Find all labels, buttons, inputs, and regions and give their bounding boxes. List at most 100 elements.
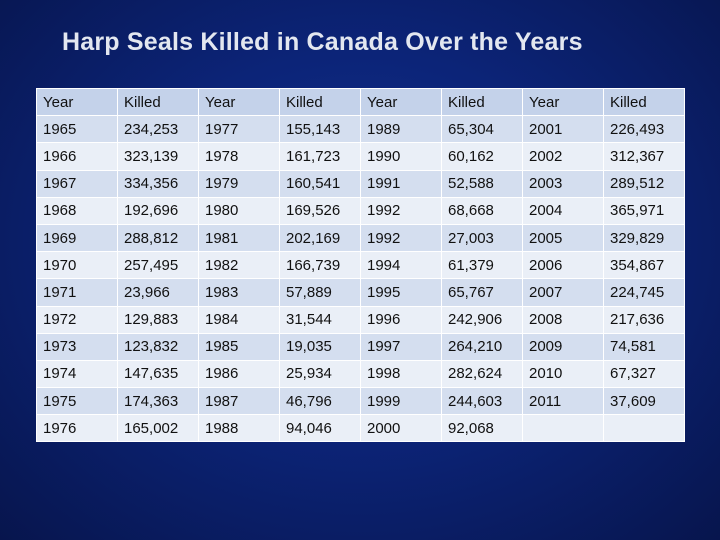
killed-count-cell: 174,363	[117, 387, 199, 416]
killed-count-cell: 312,367	[603, 142, 685, 171]
year-cell: 1974	[36, 359, 118, 389]
header-cell-killed: Killed	[279, 87, 361, 117]
table-row: 1965 234,253 1977 155,143 1989 65,304 2001 226,…	[36, 115, 685, 144]
table-row: 1973 123,832 1985 19,035 1997 264,210 2009 74,5…	[36, 332, 685, 361]
table-row: 1970 257,495 1982 166,739 1994 61,379 2006 354,…	[36, 251, 685, 280]
header-cell-year: Year	[36, 87, 118, 117]
killed-count-cell: 94,046	[279, 414, 361, 443]
table-row: 1975 174,363 1987 46,796 1999 244,603 2011 37,6…	[36, 387, 685, 416]
killed-count-cell: 61,379	[441, 251, 523, 280]
year-cell: 1986	[198, 359, 280, 389]
table-header-row: Year Killed Year Killed Year Killed Year Killed	[36, 87, 685, 117]
year-cell: 1984	[198, 305, 280, 334]
year-cell: 1975	[36, 387, 118, 416]
killed-count-cell: 354,867	[603, 251, 685, 280]
year-cell: 1969	[36, 223, 118, 253]
killed-count-cell: 155,143	[279, 115, 361, 144]
killed-count-cell: 19,035	[279, 332, 361, 361]
year-cell: 1999	[360, 387, 442, 416]
killed-count-cell: 60,162	[441, 142, 523, 171]
killed-count-cell: 160,541	[279, 169, 361, 198]
year-cell: 1966	[36, 142, 118, 171]
year-cell: 1965	[36, 115, 118, 144]
year-cell: 1971	[36, 278, 118, 307]
killed-count-cell: 282,624	[441, 359, 523, 389]
table-row: 1976 165,002 1988 94,046 2000 92,068	[36, 414, 685, 443]
year-cell: 1992	[360, 223, 442, 253]
killed-count-cell: 57,889	[279, 278, 361, 307]
killed-count-cell: 329,829	[603, 223, 685, 253]
killed-count-cell: 323,139	[117, 142, 199, 171]
year-cell: 1996	[360, 305, 442, 334]
year-cell: 1983	[198, 278, 280, 307]
table-row: 1971 23,966 1983 57,889 1995 65,767 2007 224,74…	[36, 278, 685, 307]
year-cell: 2004	[522, 196, 604, 225]
year-cell: 1989	[360, 115, 442, 144]
seal-kill-table: Year Killed Year Killed Year Killed Year Killed…	[36, 87, 685, 443]
year-cell: 2011	[522, 387, 604, 416]
killed-count-cell: 74,581	[603, 332, 685, 361]
killed-count-cell: 165,002	[117, 414, 199, 443]
killed-count-cell	[603, 414, 685, 443]
table-row: 1972 129,883 1984 31,544 1996 242,906 2008 217,…	[36, 305, 685, 334]
year-cell: 2003	[522, 169, 604, 198]
killed-count-cell: 334,356	[117, 169, 199, 198]
year-cell: 1988	[198, 414, 280, 443]
killed-count-cell: 52,588	[441, 169, 523, 198]
killed-count-cell: 257,495	[117, 251, 199, 280]
killed-count-cell: 224,745	[603, 278, 685, 307]
year-cell: 1970	[36, 251, 118, 280]
killed-count-cell: 365,971	[603, 196, 685, 225]
killed-count-cell: 202,169	[279, 223, 361, 253]
killed-count-cell: 67,327	[603, 359, 685, 389]
year-cell: 1980	[198, 196, 280, 225]
killed-count-cell: 169,526	[279, 196, 361, 225]
slide-title: Harp Seals Killed in Canada Over the Yea…	[62, 28, 583, 56]
killed-count-cell: 46,796	[279, 387, 361, 416]
year-cell: 2002	[522, 142, 604, 171]
killed-count-cell: 161,723	[279, 142, 361, 171]
killed-count-cell: 192,696	[117, 196, 199, 225]
killed-count-cell: 123,832	[117, 332, 199, 361]
year-cell: 1977	[198, 115, 280, 144]
header-cell-killed: Killed	[603, 87, 685, 117]
year-cell: 1967	[36, 169, 118, 198]
year-cell: 2006	[522, 251, 604, 280]
killed-count-cell: 23,966	[117, 278, 199, 307]
year-cell: 2009	[522, 332, 604, 361]
killed-count-cell: 217,636	[603, 305, 685, 334]
header-cell-killed: Killed	[117, 87, 199, 117]
year-cell: 2008	[522, 305, 604, 334]
seal-kill-table-container: Year Killed Year Killed Year Killed Year Killed…	[36, 87, 685, 443]
year-cell: 1990	[360, 142, 442, 171]
killed-count-cell: 234,253	[117, 115, 199, 144]
killed-count-cell: 264,210	[441, 332, 523, 361]
year-cell: 1991	[360, 169, 442, 198]
killed-count-cell: 25,934	[279, 359, 361, 389]
killed-count-cell: 31,544	[279, 305, 361, 334]
year-cell: 1998	[360, 359, 442, 389]
killed-count-cell: 27,003	[441, 223, 523, 253]
table-row: 1967 334,356 1979 160,541 1991 52,588 2003 289,…	[36, 169, 685, 198]
table-row: 1968 192,696 1980 169,526 1992 68,668 2004 365,…	[36, 196, 685, 225]
year-cell: 1973	[36, 332, 118, 361]
header-cell-year: Year	[198, 87, 280, 117]
killed-count-cell: 37,609	[603, 387, 685, 416]
year-cell: 1992	[360, 196, 442, 225]
killed-count-cell: 242,906	[441, 305, 523, 334]
year-cell: 2000	[360, 414, 442, 443]
killed-count-cell: 92,068	[441, 414, 523, 443]
table-row: 1969 288,812 1981 202,169 1992 27,003 2005 329,…	[36, 223, 685, 253]
year-cell	[522, 414, 604, 443]
year-cell: 1994	[360, 251, 442, 280]
year-cell: 1982	[198, 251, 280, 280]
header-cell-year: Year	[522, 87, 604, 117]
year-cell: 1995	[360, 278, 442, 307]
year-cell: 1968	[36, 196, 118, 225]
year-cell: 1979	[198, 169, 280, 198]
header-cell-killed: Killed	[441, 87, 523, 117]
year-cell: 2007	[522, 278, 604, 307]
year-cell: 1997	[360, 332, 442, 361]
year-cell: 2005	[522, 223, 604, 253]
header-cell-year: Year	[360, 87, 442, 117]
